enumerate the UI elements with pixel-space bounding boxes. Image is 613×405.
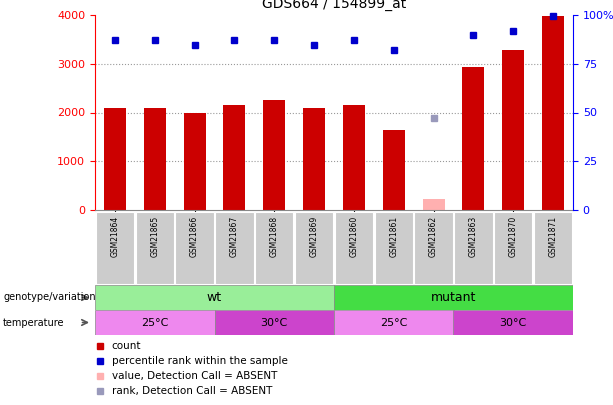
- Text: GSM21869: GSM21869: [310, 216, 319, 257]
- Bar: [335, 211, 373, 284]
- Text: GSM21860: GSM21860: [349, 216, 359, 257]
- Text: temperature: temperature: [3, 318, 64, 328]
- Bar: [95, 310, 215, 335]
- Text: count: count: [112, 341, 141, 351]
- Text: percentile rank within the sample: percentile rank within the sample: [112, 356, 287, 366]
- Text: GSM21866: GSM21866: [190, 216, 199, 257]
- Text: GSM21864: GSM21864: [110, 216, 120, 257]
- Bar: [414, 211, 453, 284]
- Bar: [334, 310, 454, 335]
- Bar: [375, 211, 413, 284]
- Bar: [135, 211, 174, 284]
- Text: rank, Detection Call = ABSENT: rank, Detection Call = ABSENT: [112, 386, 272, 396]
- Bar: [224, 105, 245, 210]
- Text: GSM21861: GSM21861: [389, 216, 398, 257]
- Text: GSM21865: GSM21865: [150, 216, 159, 257]
- Bar: [462, 67, 484, 210]
- Bar: [215, 310, 334, 335]
- Bar: [144, 108, 166, 210]
- Title: GDS664 / 154899_at: GDS664 / 154899_at: [262, 0, 406, 11]
- Bar: [255, 211, 294, 284]
- Bar: [422, 199, 444, 210]
- Bar: [454, 310, 573, 335]
- Text: value, Detection Call = ABSENT: value, Detection Call = ABSENT: [112, 371, 277, 381]
- Bar: [96, 211, 134, 284]
- Bar: [264, 100, 285, 210]
- Bar: [184, 113, 205, 210]
- Bar: [104, 108, 126, 210]
- Text: GSM21867: GSM21867: [230, 216, 239, 257]
- Bar: [334, 285, 573, 310]
- Text: 25°C: 25°C: [380, 318, 408, 328]
- Bar: [534, 211, 572, 284]
- Bar: [95, 285, 334, 310]
- Bar: [303, 108, 325, 210]
- Bar: [295, 211, 333, 284]
- Text: GSM21870: GSM21870: [509, 216, 518, 257]
- Text: wt: wt: [207, 291, 222, 304]
- Bar: [542, 16, 564, 210]
- Bar: [215, 211, 254, 284]
- Text: genotype/variation: genotype/variation: [3, 292, 96, 303]
- Text: 30°C: 30°C: [500, 318, 527, 328]
- Text: 30°C: 30°C: [261, 318, 288, 328]
- Text: mutant: mutant: [431, 291, 476, 304]
- Text: GSM21862: GSM21862: [429, 216, 438, 257]
- Text: GSM21871: GSM21871: [549, 216, 558, 257]
- Bar: [343, 105, 365, 210]
- Bar: [454, 211, 492, 284]
- Bar: [494, 211, 532, 284]
- Text: GSM21868: GSM21868: [270, 216, 279, 257]
- Bar: [502, 50, 524, 210]
- Text: GSM21863: GSM21863: [469, 216, 478, 257]
- Text: 25°C: 25°C: [141, 318, 169, 328]
- Bar: [175, 211, 214, 284]
- Bar: [383, 130, 405, 210]
